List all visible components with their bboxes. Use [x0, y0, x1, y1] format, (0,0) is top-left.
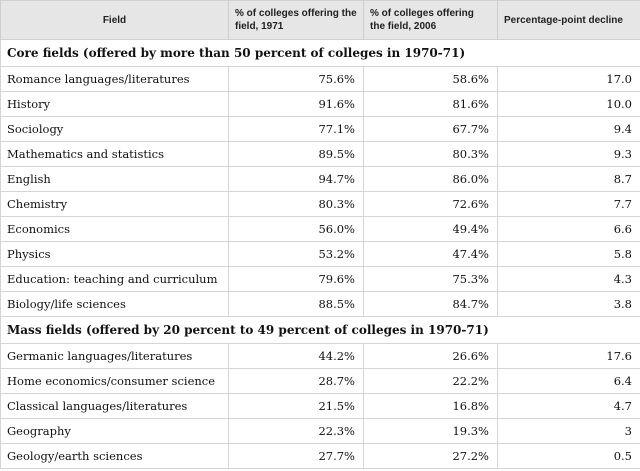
cell-field: Home economics/consumer science [0, 368, 229, 394]
cell-field: History [0, 91, 229, 117]
table-row: Education: teaching and curriculum 79.6% 7… [0, 266, 640, 292]
table-row: English 94.7% 86.0% 8.7 [0, 166, 640, 192]
cell-decline: 6.6 [497, 216, 640, 242]
cell-decline: 17.0 [497, 66, 640, 92]
table-row: Geology/earth sciences 27.7% 27.2% 0.5 [0, 443, 640, 469]
cell-pct-2006: 22.2% [363, 368, 498, 394]
cell-decline: 4.7 [497, 393, 640, 419]
cell-pct-2006: 58.6% [363, 66, 498, 92]
cell-pct-1971: 28.7% [228, 368, 364, 394]
cell-field: Education: teaching and curriculum [0, 266, 229, 292]
table-row: Germanic languages/literatures 44.2% 26.6%… [0, 343, 640, 369]
cell-decline: 3.8 [497, 291, 640, 317]
cell-decline: 6.4 [497, 368, 640, 394]
table-row: History 91.6% 81.6% 10.0 [0, 91, 640, 117]
cell-field: Mathematics and statistics [0, 141, 229, 167]
cell-pct-1971: 89.5% [228, 141, 364, 167]
cell-pct-1971: 79.6% [228, 266, 364, 292]
cell-field: English [0, 166, 229, 192]
header-pct-1971: % of colleges offering the field, 1971 [228, 0, 364, 40]
cell-decline: 0.5 [497, 443, 640, 469]
table-row: Chemistry 80.3% 72.6% 7.7 [0, 191, 640, 217]
cell-field: Classical languages/literatures [0, 393, 229, 419]
cell-pct-1971: 27.7% [228, 443, 364, 469]
cell-decline: 10.0 [497, 91, 640, 117]
cell-decline: 8.7 [497, 166, 640, 192]
cell-pct-2006: 72.6% [363, 191, 498, 217]
cell-field: Biology/life sciences [0, 291, 229, 317]
cell-pct-2006: 81.6% [363, 91, 498, 117]
table-body: Core fields (offered by more than 50 per… [0, 39, 640, 469]
cell-field: Economics [0, 216, 229, 242]
cell-field: Geology/earth sciences [0, 443, 229, 469]
cell-pct-2006: 16.8% [363, 393, 498, 419]
cell-pct-2006: 75.3% [363, 266, 498, 292]
cell-pct-2006: 86.0% [363, 166, 498, 192]
header-field: Field [0, 0, 229, 40]
cell-field: Romance languages/literatures [0, 66, 229, 92]
cell-decline: 5.8 [497, 241, 640, 267]
table-row: Biology/life sciences 88.5% 84.7% 3.8 [0, 291, 640, 317]
table-row: Physics 53.2% 47.4% 5.8 [0, 241, 640, 267]
table-row: Mathematics and statistics 89.5% 80.3% 9.3 [0, 141, 640, 167]
cell-pct-2006: 47.4% [363, 241, 498, 267]
cell-field: Physics [0, 241, 229, 267]
cell-decline: 3 [497, 418, 640, 444]
cell-field: Chemistry [0, 191, 229, 217]
cell-pct-1971: 75.6% [228, 66, 364, 92]
table-row: Economics 56.0% 49.4% 6.6 [0, 216, 640, 242]
table-row: Geography 22.3% 19.3% 3 [0, 418, 640, 444]
cell-decline: 9.4 [497, 116, 640, 142]
cell-pct-1971: 22.3% [228, 418, 364, 444]
cell-pct-2006: 26.6% [363, 343, 498, 369]
cell-pct-1971: 53.2% [228, 241, 364, 267]
cell-pct-1971: 80.3% [228, 191, 364, 217]
section-title: Mass fields (offered by 20 percent to 49… [0, 316, 640, 344]
table-row: Home economics/consumer science 28.7% 22.2… [0, 368, 640, 394]
cell-pct-1971: 88.5% [228, 291, 364, 317]
cell-decline: 9.3 [497, 141, 640, 167]
table-row: Classical languages/literatures 21.5% 16.8… [0, 393, 640, 419]
cell-pct-1971: 44.2% [228, 343, 364, 369]
section-title: Core fields (offered by more than 50 per… [0, 39, 640, 67]
header-pct-2006: % of colleges offering the field, 2006 [363, 0, 498, 40]
cell-pct-1971: 94.7% [228, 166, 364, 192]
cell-pct-1971: 21.5% [228, 393, 364, 419]
cell-pct-2006: 49.4% [363, 216, 498, 242]
cell-pct-2006: 27.2% [363, 443, 498, 469]
table-row: Romance languages/literatures 75.6% 58.6% 1… [0, 66, 640, 92]
cell-pct-1971: 77.1% [228, 116, 364, 142]
cell-field: Germanic languages/literatures [0, 343, 229, 369]
cell-decline: 4.3 [497, 266, 640, 292]
cell-pct-2006: 67.7% [363, 116, 498, 142]
section-header-row: Mass fields (offered by 20 percent to 49… [0, 316, 640, 344]
cell-pct-2006: 80.3% [363, 141, 498, 167]
cell-field: Sociology [0, 116, 229, 142]
cell-field: Geography [0, 418, 229, 444]
cell-decline: 7.7 [497, 191, 640, 217]
cell-pct-1971: 91.6% [228, 91, 364, 117]
header-decline: Percentage-point decline [497, 0, 640, 40]
cell-decline: 17.6 [497, 343, 640, 369]
header-row: Field % of colleges offering the field, … [0, 0, 640, 40]
table-header: Field % of colleges offering the field, … [0, 0, 640, 40]
section-header-row: Core fields (offered by more than 50 per… [0, 39, 640, 67]
cell-pct-2006: 84.7% [363, 291, 498, 317]
cell-pct-1971: 56.0% [228, 216, 364, 242]
cell-pct-2006: 19.3% [363, 418, 498, 444]
table-row: Sociology 77.1% 67.7% 9.4 [0, 116, 640, 142]
